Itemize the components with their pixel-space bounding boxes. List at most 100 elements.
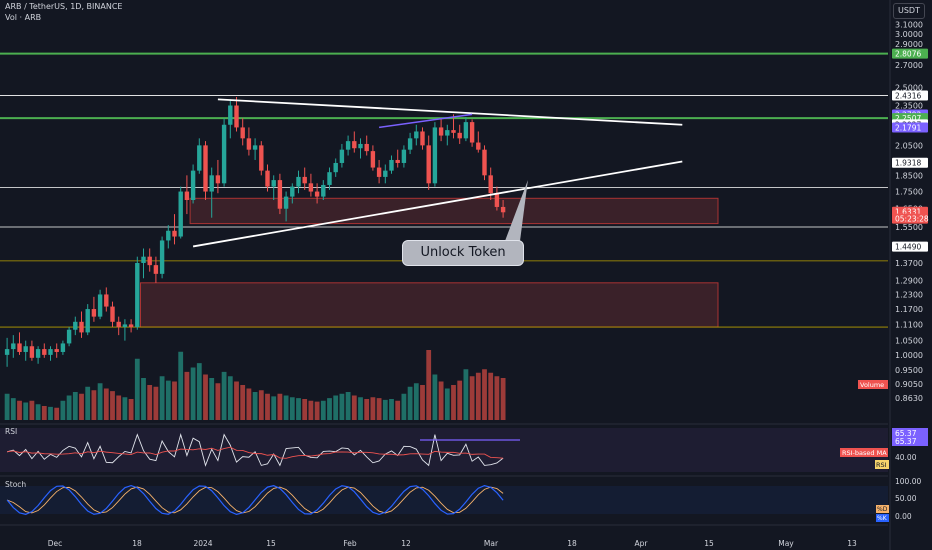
volume-bar [48,406,53,420]
stoch-title: Stoch [5,480,26,489]
candle-body [91,309,97,317]
candle-body [153,265,159,274]
candle-body [79,321,84,333]
volume-bar [432,374,438,420]
volume-bar [79,393,84,420]
candle-body [500,206,506,213]
rsi-ma-tag [840,448,888,457]
volume-bar [258,390,264,420]
rsi-title: RSI [5,427,17,436]
volume-bar [184,371,190,420]
volume-bar [308,400,314,420]
candle-body [42,349,47,355]
candle-body [4,349,10,355]
volume-bar [296,398,301,420]
unlock-token-callout: Unlock Token [402,240,524,266]
volume-bar [463,369,469,420]
price-tick-label: 2.9000 [895,40,923,49]
volume-bar [413,383,419,420]
time-tick-label: May [778,539,794,548]
rsi-line [6,432,504,467]
price-tick-label: 1.8500 [895,171,923,180]
volume-bar [500,378,506,420]
volume-bar [209,378,215,420]
candle-body [172,230,177,237]
candle-body [110,306,115,322]
candle-body [395,159,400,163]
volume-bar [147,385,153,420]
candle-body [463,122,469,139]
stoch-d-label: %D [877,506,888,513]
candle-body [401,149,407,163]
volume-bar [29,400,35,420]
price-label-box [892,213,928,224]
candle-body [60,343,66,352]
time-tick-label: Mar [484,539,499,548]
candle-body [407,138,413,150]
price-label-box [892,241,928,252]
volume-bar [35,404,41,420]
rsi-level-label: 40.00 [895,453,917,462]
candle-body [209,175,214,192]
volume-bar [165,380,171,420]
volume-bar [320,400,326,420]
volume-bar [128,399,134,420]
candle-body [339,149,345,163]
candle-body [97,294,103,317]
candle-body [190,170,196,201]
volume-bar [110,391,115,420]
candle-body [147,256,152,266]
volume-bar [283,395,289,420]
candle-body [426,145,431,184]
volume-bar [289,397,295,420]
price-tick-label: 3.0000 [895,30,923,39]
volume-tag-label: Volume [860,381,884,389]
time-tick-label: 2024 [193,539,212,548]
candle-body [451,130,456,133]
price-label-box [892,157,928,168]
volume-bar [221,371,227,420]
volume-bar [17,400,22,420]
price-tick-label: 1.0000 [895,351,923,360]
volume-bar [196,363,202,420]
candle-body [265,170,270,187]
candle-body [389,159,394,171]
volume-bar [271,396,277,420]
candle-body [383,170,388,177]
candle-body [358,143,363,149]
candle-body [203,145,208,192]
candle-body [73,321,78,330]
price-label: 1.6331 [895,208,921,217]
time-tick-label: 18 [567,539,577,548]
volume-bar [494,376,500,420]
volume-bar [141,378,146,420]
price-label: 2.4316 [895,92,921,101]
price-tick-label: 0.9050 [895,380,923,389]
volume-bar [265,393,270,420]
volume-bar [103,388,109,420]
candle-body [321,184,326,197]
candle-body [141,256,146,263]
volume-bar [60,400,66,420]
candle-body [135,262,140,328]
volume-bar [72,392,78,420]
time-tick-label: Apr [635,539,649,548]
rsi-value-box [892,428,928,446]
volume-bar [66,395,72,420]
volume-bar [376,398,382,420]
time-tick-label: 15 [704,539,714,548]
stoch-level-label: 100.00 [895,477,921,486]
candle-body [159,240,165,274]
trendline-2 [192,160,683,248]
currency-button[interactable]: USDT [893,3,925,19]
volume-bar [358,397,363,420]
candle-body [116,321,121,328]
volume-bar [382,399,388,420]
volume-bar [475,372,481,420]
candle-body [17,343,22,352]
volume-bar [227,376,233,420]
price-tick-label: 3.1000 [895,21,923,30]
price-tick-label: 1.7500 [895,188,923,197]
demand-zone-1 [189,197,719,225]
